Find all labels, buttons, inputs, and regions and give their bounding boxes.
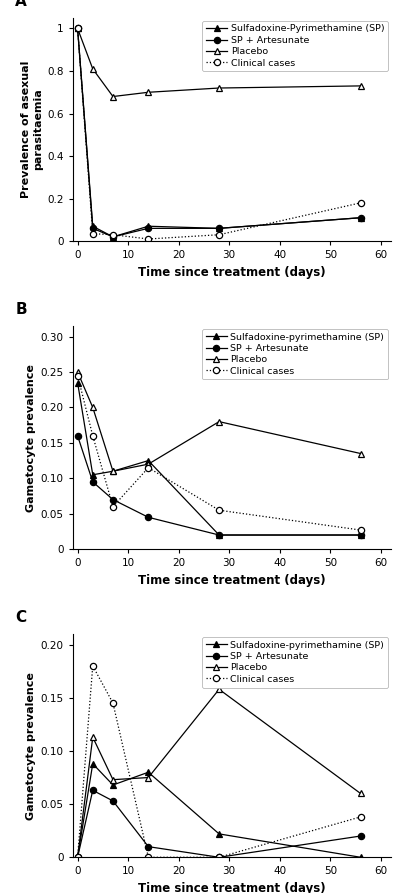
Placebo bbox=[358, 789, 363, 799]
Line: Placebo: Placebo bbox=[75, 25, 364, 100]
Sulfadoxine-Pyrimethamine (SP) bbox=[146, 221, 151, 231]
Y-axis label: Gametocyte prevalence: Gametocyte prevalence bbox=[26, 363, 36, 512]
Clinical cases bbox=[90, 661, 95, 672]
Sulfadoxine-pyrimethamine (SP) bbox=[146, 455, 151, 466]
Placebo bbox=[358, 80, 363, 91]
Legend: Sulfadoxine-pyrimethamine (SP), SP + Artesunate, Placebo, Clinical cases: Sulfadoxine-pyrimethamine (SP), SP + Art… bbox=[202, 637, 388, 688]
Text: A: A bbox=[15, 0, 27, 9]
SP + Artesunate bbox=[110, 231, 115, 242]
Clinical cases bbox=[75, 23, 80, 34]
Sulfadoxine-Pyrimethamine (SP) bbox=[358, 213, 363, 223]
SP + Artesunate bbox=[110, 796, 115, 806]
Placebo bbox=[217, 416, 222, 427]
Y-axis label: Prevalence of asexual
parasitaemia: Prevalence of asexual parasitaemia bbox=[21, 61, 43, 198]
SP + Artesunate bbox=[90, 785, 95, 796]
SP + Artesunate bbox=[110, 494, 115, 505]
SP + Artesunate bbox=[358, 213, 363, 223]
Sulfadoxine-pyrimethamine (SP) bbox=[90, 470, 95, 480]
Sulfadoxine-pyrimethamine (SP) bbox=[75, 377, 80, 388]
Placebo bbox=[90, 731, 95, 742]
SP + Artesunate bbox=[90, 477, 95, 488]
Clinical cases bbox=[146, 852, 151, 863]
Sulfadoxine-pyrimethamine (SP) bbox=[146, 767, 151, 778]
Clinical cases bbox=[110, 697, 115, 708]
Sulfadoxine-Pyrimethamine (SP) bbox=[90, 221, 95, 231]
SP + Artesunate bbox=[75, 23, 80, 34]
Text: C: C bbox=[15, 610, 26, 625]
SP + Artesunate bbox=[217, 530, 222, 540]
Legend: Sulfadoxine-pyrimethamine (SP), SP + Artesunate, Placebo, Clinical cases: Sulfadoxine-pyrimethamine (SP), SP + Art… bbox=[202, 329, 388, 380]
Clinical cases bbox=[90, 430, 95, 441]
SP + Artesunate bbox=[358, 530, 363, 540]
Sulfadoxine-Pyrimethamine (SP) bbox=[110, 231, 115, 242]
SP + Artesunate bbox=[217, 852, 222, 863]
Line: Sulfadoxine-pyrimethamine (SP): Sulfadoxine-pyrimethamine (SP) bbox=[75, 380, 364, 538]
Clinical cases bbox=[217, 505, 222, 515]
Placebo bbox=[75, 23, 80, 34]
Clinical cases bbox=[146, 463, 151, 473]
Sulfadoxine-Pyrimethamine (SP) bbox=[75, 23, 80, 34]
Sulfadoxine-pyrimethamine (SP) bbox=[358, 852, 363, 863]
Sulfadoxine-pyrimethamine (SP) bbox=[90, 758, 95, 769]
Line: SP + Artesunate: SP + Artesunate bbox=[75, 433, 364, 538]
Clinical cases bbox=[358, 197, 363, 208]
Clinical cases bbox=[110, 501, 115, 512]
X-axis label: Time since treatment (days): Time since treatment (days) bbox=[138, 266, 326, 279]
X-axis label: Time since treatment (days): Time since treatment (days) bbox=[138, 574, 326, 587]
Sulfadoxine-pyrimethamine (SP) bbox=[358, 530, 363, 540]
Placebo bbox=[90, 63, 95, 74]
Placebo bbox=[358, 448, 363, 459]
SP + Artesunate bbox=[90, 223, 95, 234]
X-axis label: Time since treatment (days): Time since treatment (days) bbox=[138, 882, 326, 893]
Text: B: B bbox=[15, 302, 27, 317]
Placebo bbox=[75, 852, 80, 863]
Clinical cases bbox=[75, 852, 80, 863]
Placebo bbox=[217, 83, 222, 94]
Line: Clinical cases: Clinical cases bbox=[75, 25, 364, 242]
Y-axis label: Gametocyte prevalence: Gametocyte prevalence bbox=[26, 672, 36, 820]
SP + Artesunate bbox=[146, 512, 151, 522]
Placebo bbox=[146, 459, 151, 470]
Sulfadoxine-pyrimethamine (SP) bbox=[75, 852, 80, 863]
Clinical cases bbox=[358, 812, 363, 822]
Placebo bbox=[146, 772, 151, 783]
Sulfadoxine-pyrimethamine (SP) bbox=[217, 829, 222, 839]
Placebo bbox=[146, 87, 151, 97]
Sulfadoxine-pyrimethamine (SP) bbox=[217, 530, 222, 540]
Line: Sulfadoxine-Pyrimethamine (SP): Sulfadoxine-Pyrimethamine (SP) bbox=[75, 25, 364, 240]
Line: Placebo: Placebo bbox=[75, 686, 364, 860]
Placebo bbox=[90, 402, 95, 413]
Sulfadoxine-pyrimethamine (SP) bbox=[110, 466, 115, 477]
Placebo bbox=[75, 367, 80, 378]
Placebo bbox=[110, 774, 115, 785]
Sulfadoxine-Pyrimethamine (SP) bbox=[217, 223, 222, 234]
SP + Artesunate bbox=[75, 852, 80, 863]
Clinical cases bbox=[358, 525, 363, 536]
Clinical cases bbox=[90, 229, 95, 239]
Line: Placebo: Placebo bbox=[75, 369, 364, 474]
SP + Artesunate bbox=[75, 430, 80, 441]
SP + Artesunate bbox=[217, 223, 222, 234]
Line: SP + Artesunate: SP + Artesunate bbox=[75, 25, 364, 240]
SP + Artesunate bbox=[146, 841, 151, 852]
SP + Artesunate bbox=[358, 830, 363, 841]
Placebo bbox=[217, 684, 222, 695]
Clinical cases bbox=[217, 852, 222, 863]
Clinical cases bbox=[146, 234, 151, 245]
Line: Clinical cases: Clinical cases bbox=[75, 372, 364, 533]
Line: SP + Artesunate: SP + Artesunate bbox=[75, 788, 364, 860]
Line: Sulfadoxine-pyrimethamine (SP): Sulfadoxine-pyrimethamine (SP) bbox=[75, 761, 364, 860]
Sulfadoxine-pyrimethamine (SP) bbox=[110, 780, 115, 790]
Placebo bbox=[110, 91, 115, 102]
SP + Artesunate bbox=[146, 223, 151, 234]
Placebo bbox=[110, 466, 115, 477]
Clinical cases bbox=[217, 230, 222, 240]
Line: Clinical cases: Clinical cases bbox=[75, 663, 364, 860]
Clinical cases bbox=[75, 371, 80, 381]
Clinical cases bbox=[110, 230, 115, 240]
Legend: Sulfadoxine-Pyrimethamine (SP), SP + Artesunate, Placebo, Clinical cases: Sulfadoxine-Pyrimethamine (SP), SP + Art… bbox=[202, 21, 388, 71]
